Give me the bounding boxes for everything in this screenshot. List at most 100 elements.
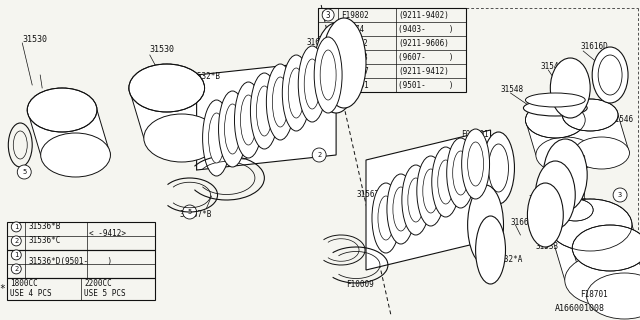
Text: F10007: F10007 [341, 67, 369, 76]
Ellipse shape [468, 185, 504, 265]
Ellipse shape [209, 113, 225, 163]
Ellipse shape [598, 55, 622, 95]
Ellipse shape [527, 183, 563, 247]
Text: 1: 1 [14, 224, 19, 230]
Text: 31668*A: 31668*A [306, 38, 339, 47]
Ellipse shape [432, 147, 460, 217]
Text: 2: 2 [317, 152, 321, 158]
Text: 31532*A: 31532*A [490, 255, 523, 264]
Ellipse shape [314, 37, 342, 113]
Text: 4: 4 [326, 38, 330, 47]
Polygon shape [563, 115, 629, 153]
Ellipse shape [266, 64, 294, 140]
Text: F10009: F10009 [346, 280, 374, 289]
Ellipse shape [203, 100, 230, 176]
Text: (9211-9412): (9211-9412) [398, 67, 449, 76]
Text: A166001008: A166001008 [556, 304, 605, 313]
Circle shape [322, 37, 334, 49]
Ellipse shape [225, 104, 241, 154]
Text: F19802: F19802 [341, 11, 369, 20]
Ellipse shape [550, 58, 590, 118]
Circle shape [182, 205, 196, 219]
Polygon shape [557, 210, 600, 232]
Ellipse shape [548, 199, 632, 251]
Text: *31532*B: *31532*B [184, 72, 221, 81]
Text: G47902: G47902 [341, 38, 369, 47]
Text: 2: 2 [14, 238, 19, 244]
Text: 31545: 31545 [540, 62, 563, 71]
Ellipse shape [28, 88, 97, 132]
Text: (9211-9402): (9211-9402) [398, 11, 449, 20]
Circle shape [322, 9, 334, 21]
Ellipse shape [573, 137, 629, 169]
Text: (9403-     ): (9403- ) [398, 25, 453, 34]
Text: 31668*B: 31668*B [511, 218, 543, 227]
Bar [7, 250, 155, 278]
Ellipse shape [402, 165, 430, 235]
Ellipse shape [320, 50, 336, 100]
Text: 2: 2 [14, 266, 19, 272]
Text: F18701: F18701 [580, 290, 608, 299]
Ellipse shape [408, 178, 424, 222]
Text: 31546: 31546 [610, 115, 633, 124]
Ellipse shape [387, 174, 415, 244]
Ellipse shape [447, 138, 475, 208]
Text: 31599: 31599 [529, 195, 552, 204]
Ellipse shape [525, 93, 585, 107]
Circle shape [12, 222, 21, 232]
Ellipse shape [41, 133, 111, 177]
Ellipse shape [483, 132, 515, 204]
Ellipse shape [378, 196, 394, 240]
Ellipse shape [536, 161, 575, 229]
Ellipse shape [298, 46, 326, 122]
Text: < -9412>: < -9412> [89, 229, 126, 238]
Ellipse shape [564, 221, 600, 243]
Text: F06901: F06901 [341, 81, 369, 90]
Ellipse shape [592, 47, 628, 103]
Ellipse shape [234, 82, 262, 158]
Ellipse shape [438, 160, 454, 204]
Text: 1: 1 [241, 149, 246, 155]
Polygon shape [525, 120, 596, 155]
Circle shape [12, 264, 21, 274]
Ellipse shape [304, 59, 320, 109]
Text: F07001: F07001 [461, 130, 488, 139]
Circle shape [12, 250, 21, 260]
Text: (9211-9606): (9211-9606) [398, 38, 449, 47]
Text: G47903: G47903 [341, 52, 369, 61]
Ellipse shape [543, 139, 587, 211]
Ellipse shape [488, 144, 508, 192]
Ellipse shape [129, 64, 205, 112]
Text: 31546B: 31546B [558, 155, 586, 164]
Ellipse shape [452, 151, 468, 195]
Text: *: * [311, 155, 316, 164]
Text: 31567*B: 31567*B [180, 210, 212, 219]
Circle shape [17, 165, 31, 179]
Polygon shape [196, 60, 336, 170]
Text: 5: 5 [188, 209, 192, 215]
Ellipse shape [423, 169, 439, 213]
Text: 31536*A: 31536*A [441, 148, 473, 157]
Text: 31536*D(9501-: 31536*D(9501- [28, 257, 88, 266]
Polygon shape [28, 110, 111, 155]
Text: 3: 3 [618, 192, 622, 198]
Text: 31548: 31548 [500, 85, 524, 94]
Polygon shape [366, 130, 490, 270]
Ellipse shape [564, 254, 640, 306]
Ellipse shape [144, 114, 220, 162]
Ellipse shape [322, 18, 366, 108]
Text: 2200CC: 2200CC [84, 279, 112, 289]
Circle shape [12, 236, 21, 246]
Ellipse shape [257, 86, 273, 136]
Text: 3: 3 [326, 11, 330, 20]
Text: 31536*C: 31536*C [28, 236, 61, 245]
Bar [7, 222, 155, 250]
Text: 1800CC: 1800CC [10, 279, 38, 289]
Ellipse shape [461, 129, 490, 199]
Ellipse shape [288, 68, 304, 118]
Text: 1: 1 [14, 252, 19, 258]
Polygon shape [548, 225, 640, 280]
Ellipse shape [417, 156, 445, 226]
Text: 31530: 31530 [22, 35, 47, 44]
Text: 31616D: 31616D [580, 42, 608, 51]
